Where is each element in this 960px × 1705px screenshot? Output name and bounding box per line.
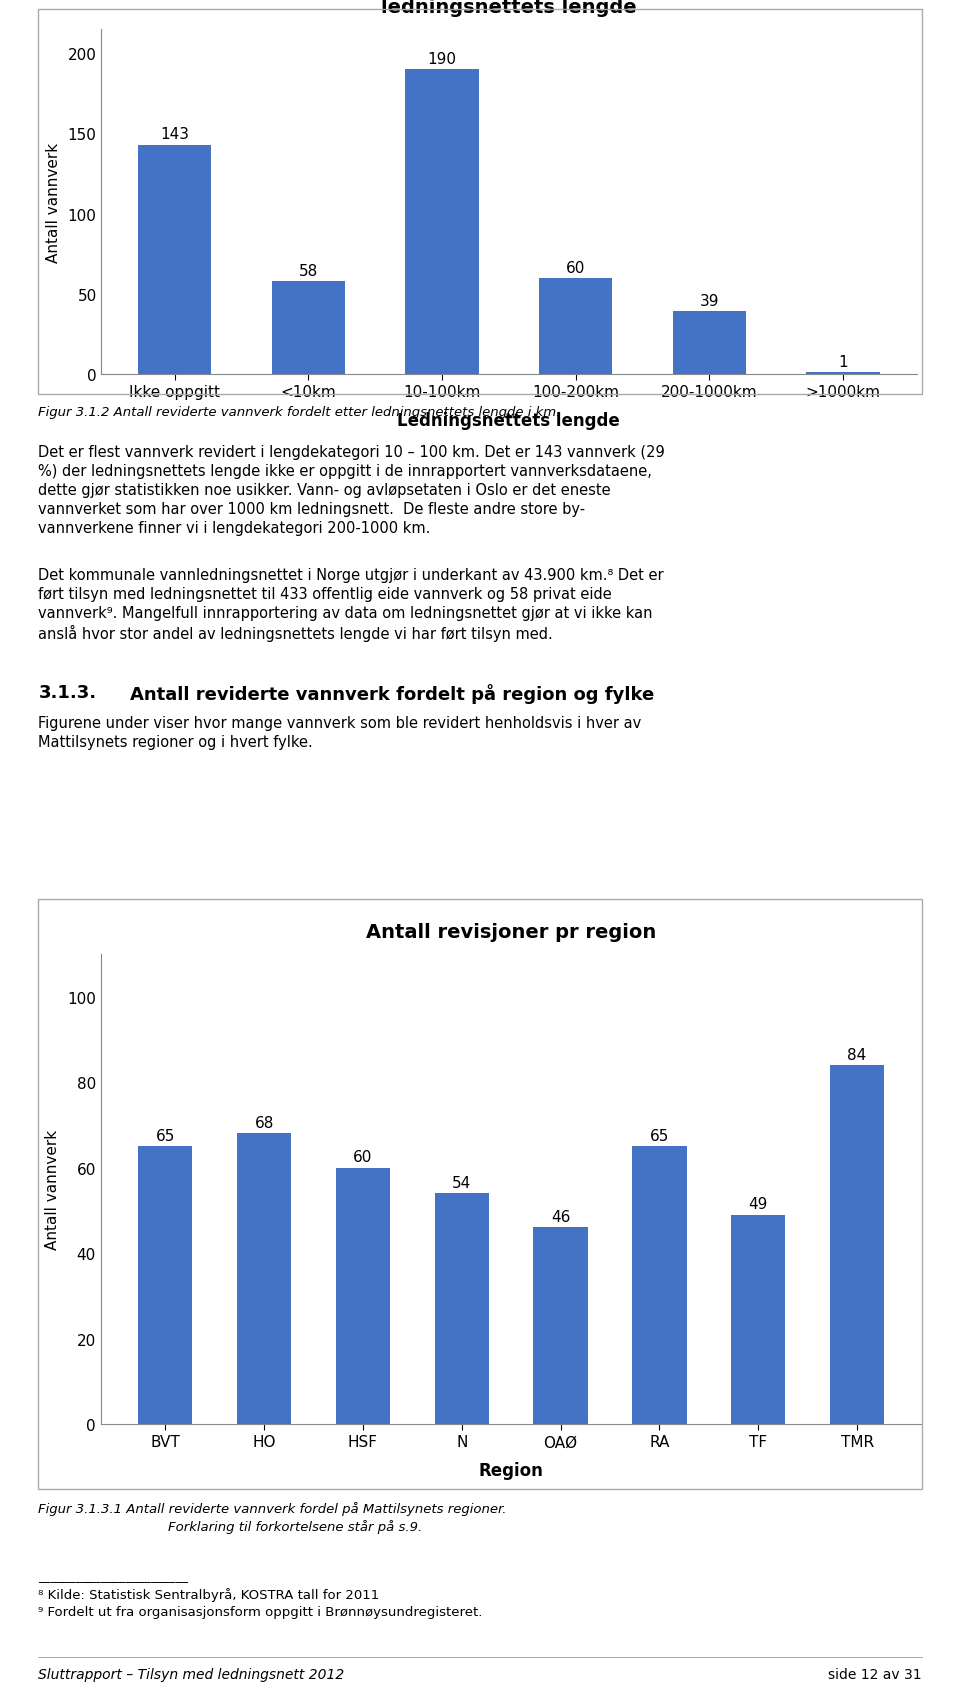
Text: vannverkene finner vi i lengdekategori 200-1000 km.: vannverkene finner vi i lengdekategori 2… — [38, 520, 431, 535]
Text: ________________________: ________________________ — [38, 1569, 188, 1582]
X-axis label: Ledningsnettets lengde: Ledningsnettets lengde — [397, 411, 620, 430]
Bar — [336, 1168, 390, 1424]
Text: Figur 3.1.3.1 Antall reviderte vannverk fordel på Mattilsynets regioner.: Figur 3.1.3.1 Antall reviderte vannverk … — [38, 1500, 507, 1516]
Bar — [138, 145, 211, 375]
Bar — [138, 1146, 192, 1424]
Text: 68: 68 — [254, 1115, 274, 1130]
Bar — [673, 312, 746, 375]
Text: 46: 46 — [551, 1209, 570, 1224]
Text: 190: 190 — [427, 51, 456, 66]
Bar — [237, 1134, 291, 1424]
Bar — [405, 70, 479, 375]
Text: 3.1.3.: 3.1.3. — [38, 684, 97, 701]
Bar — [534, 1228, 588, 1424]
Text: dette gjør statistikken noe usikker. Vann- og avløpsetaten i Oslo er det eneste: dette gjør statistikken noe usikker. Van… — [38, 483, 611, 498]
Text: 60: 60 — [566, 261, 586, 275]
X-axis label: Region: Region — [479, 1461, 543, 1478]
Y-axis label: Antall vannverk: Antall vannverk — [45, 1129, 60, 1250]
Text: 60: 60 — [353, 1149, 372, 1165]
Text: Figurene under viser hvor mange vannverk som ble revidert henholdsvis i hver av: Figurene under viser hvor mange vannverk… — [38, 716, 641, 730]
Text: 58: 58 — [299, 264, 318, 278]
Bar — [539, 278, 612, 375]
Bar — [732, 1216, 785, 1424]
Text: vannverk⁹. Mangelfull innrapportering av data om ledningsnettet gjør at vi ikke : vannverk⁹. Mangelfull innrapportering av… — [38, 605, 653, 621]
Y-axis label: Antall vannverk: Antall vannverk — [46, 142, 60, 263]
Title: Antall revisjoner pr region: Antall revisjoner pr region — [366, 922, 657, 941]
Text: ⁸ Kilde: Statistisk Sentralbyrå, KOSTRA tall for 2011: ⁸ Kilde: Statistisk Sentralbyrå, KOSTRA … — [38, 1587, 379, 1601]
Text: side 12 av 31: side 12 av 31 — [828, 1667, 922, 1681]
Text: ført tilsyn med ledningsnettet til 433 offentlig eide vannverk og 58 privat eide: ført tilsyn med ledningsnettet til 433 o… — [38, 587, 612, 602]
Text: ⁹ Fordelt ut fra organisasjonsform oppgitt i Brønnøysundregisteret.: ⁹ Fordelt ut fra organisasjonsform oppgi… — [38, 1604, 483, 1618]
Text: Det er flest vannverk revidert i lengdekategori 10 – 100 km. Det er 143 vannverk: Det er flest vannverk revidert i lengdek… — [38, 445, 665, 460]
Text: Mattilsynets regioner og i hvert fylke.: Mattilsynets regioner og i hvert fylke. — [38, 735, 313, 750]
Bar — [633, 1146, 686, 1424]
Text: 39: 39 — [700, 293, 719, 309]
Text: 49: 49 — [749, 1197, 768, 1212]
Text: Forklaring til forkortelsene står på s.9.: Forklaring til forkortelsene står på s.9… — [168, 1519, 422, 1533]
Text: Sluttrapport – Tilsyn med ledningsnett 2012: Sluttrapport – Tilsyn med ledningsnett 2… — [38, 1667, 345, 1681]
Bar — [272, 281, 345, 375]
Text: %) der ledningsnettets lengde ikke er oppgitt i de innrapportert vannverksdataen: %) der ledningsnettets lengde ikke er op… — [38, 464, 652, 479]
Text: 1: 1 — [838, 355, 848, 370]
Text: 65: 65 — [156, 1129, 175, 1142]
Text: Det kommunale vannledningsnettet i Norge utgjør i underkant av 43.900 km.⁸ Det e: Det kommunale vannledningsnettet i Norge… — [38, 568, 664, 583]
Text: Antall reviderte vannverk fordelt på region og fylke: Antall reviderte vannverk fordelt på reg… — [130, 684, 654, 704]
Bar — [830, 1066, 884, 1424]
Text: Figur 3.1.2 Antall reviderte vannverk fordelt etter ledningsnettets lengde i km.: Figur 3.1.2 Antall reviderte vannverk fo… — [38, 406, 561, 419]
Title: Antall vannverk fordelt på
ledningsnettets lengde: Antall vannverk fordelt på ledningsnette… — [364, 0, 654, 17]
Text: vannverket som har over 1000 km ledningsnett.  De fleste andre store by-: vannverket som har over 1000 km lednings… — [38, 501, 586, 517]
Text: 84: 84 — [848, 1047, 867, 1062]
Bar — [435, 1194, 489, 1424]
Text: anslå hvor stor andel av ledningsnettets lengde vi har ført tilsyn med.: anslå hvor stor andel av ledningsnettets… — [38, 624, 553, 641]
Text: 143: 143 — [160, 128, 189, 142]
Text: 54: 54 — [452, 1175, 471, 1190]
Text: 65: 65 — [650, 1129, 669, 1142]
